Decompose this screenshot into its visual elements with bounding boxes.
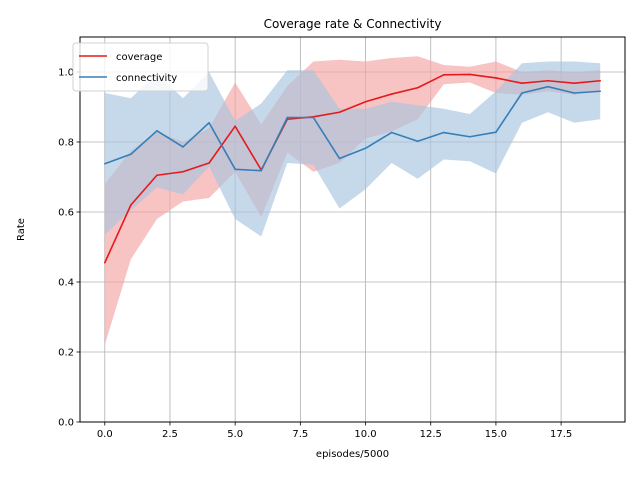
point-connectivity (260, 169, 263, 172)
line-coverage (104, 73, 601, 264)
x-tick-label: 7.5 (292, 429, 308, 440)
point-connectivity (390, 131, 393, 134)
point-connectivity (338, 157, 341, 160)
x-tick-label: 2.5 (162, 429, 178, 440)
legend: coverage connectivity (72, 42, 209, 92)
x-tick-label: 17.5 (550, 429, 572, 440)
confidence-bands (104, 56, 601, 345)
point-coverage (390, 93, 393, 95)
point-coverage (103, 261, 106, 264)
point-coverage (469, 73, 471, 76)
legend-box (72, 42, 209, 92)
x-tick-label: 15.0 (485, 429, 507, 440)
y-tick-label: 0.0 (58, 418, 74, 429)
point-coverage (547, 79, 549, 82)
point-connectivity (547, 85, 549, 88)
point-coverage (234, 125, 236, 128)
point-coverage (599, 79, 602, 82)
point-coverage (521, 82, 523, 84)
y-tick-label: 0.6 (58, 208, 74, 219)
point-coverage (495, 77, 497, 79)
point-coverage (442, 74, 445, 76)
point-connectivity (469, 135, 471, 138)
legend-label-coverage: coverage (116, 52, 162, 63)
point-coverage (208, 162, 210, 164)
point-connectivity (521, 92, 523, 94)
point-connectivity (442, 131, 445, 134)
line-connectivity (104, 85, 601, 172)
point-coverage (364, 100, 367, 103)
y-axis-label: Rate (16, 218, 27, 241)
point-connectivity (495, 131, 497, 133)
point-connectivity (312, 116, 315, 119)
series-lines (103, 73, 602, 264)
y-tick-label: 0.8 (58, 138, 74, 149)
point-connectivity (156, 130, 158, 132)
point-connectivity (208, 121, 210, 124)
point-coverage (182, 170, 184, 173)
point-coverage (573, 82, 575, 84)
axis-ticks: 0.0 2.5 5.0 7.5 10.0 12.5 15.0 17.5 0.0 0.2 0.4 0.6… (58, 68, 572, 441)
point-connectivity (234, 168, 236, 171)
point-connectivity (103, 162, 106, 165)
point-coverage (338, 111, 341, 114)
point-coverage (130, 204, 132, 206)
legend-label-connectivity: connectivity (116, 73, 177, 84)
point-connectivity (182, 146, 184, 148)
y-tick-label: 1.0 (58, 68, 74, 79)
chart-title: Coverage rate & Connectivity (264, 17, 442, 31)
point-coverage (156, 174, 158, 177)
x-tick-label: 12.5 (420, 429, 442, 440)
x-tick-label: 5.0 (227, 429, 243, 440)
y-tick-label: 0.4 (58, 278, 74, 289)
point-connectivity (416, 140, 419, 143)
point-connectivity (364, 147, 367, 150)
point-connectivity (130, 153, 132, 156)
x-axis-label: episodes/5000 (316, 449, 389, 460)
y-tick-label: 0.2 (58, 348, 74, 359)
point-coverage (416, 86, 419, 89)
point-connectivity (573, 92, 575, 94)
band-connectivity (104, 61, 601, 237)
point-connectivity (286, 116, 289, 119)
x-tick-label: 0.0 (97, 429, 113, 440)
plot-frame (79, 36, 626, 423)
x-tick-label: 10.0 (354, 429, 376, 440)
point-connectivity (599, 90, 602, 93)
